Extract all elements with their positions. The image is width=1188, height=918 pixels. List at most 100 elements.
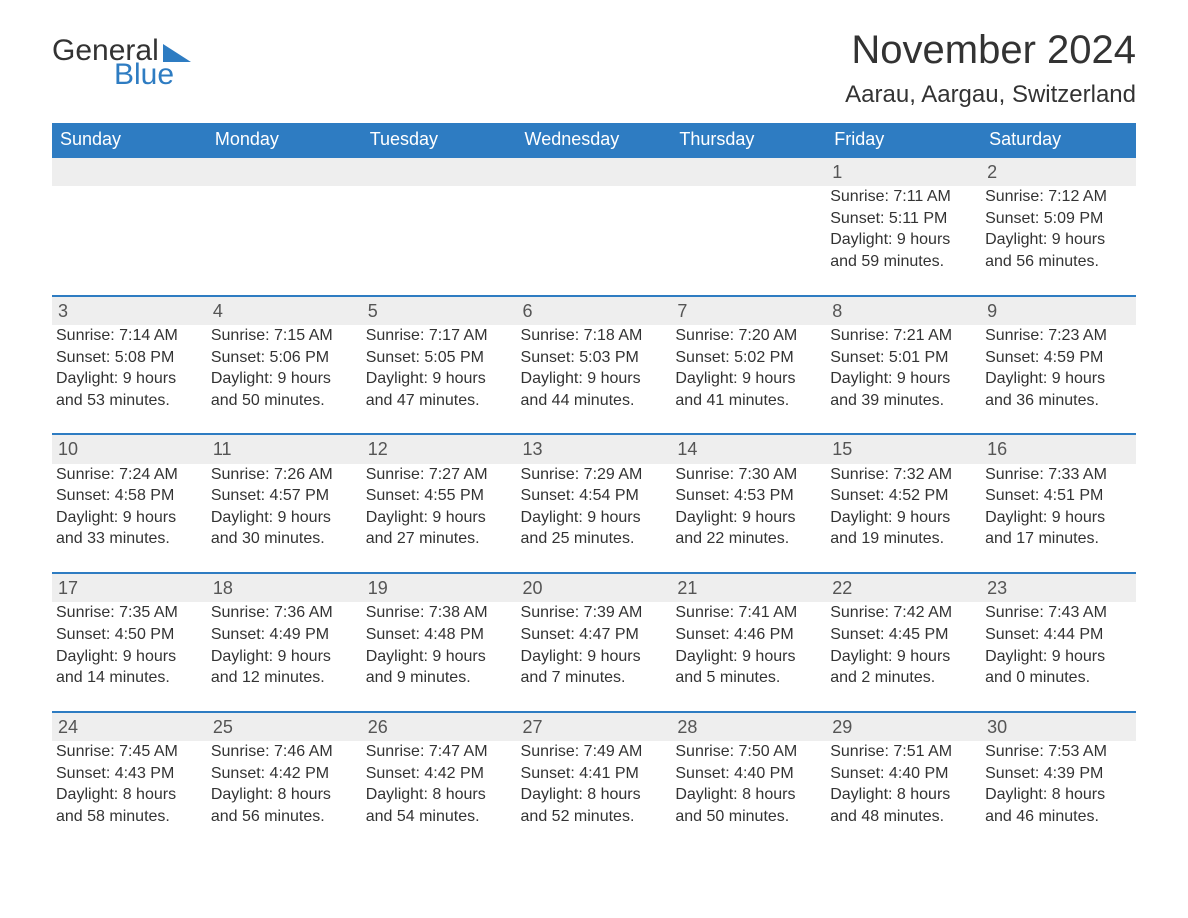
day-cell: Sunrise: 7:15 AMSunset: 5:06 PMDaylight:… — [207, 325, 362, 434]
day-cell: Sunrise: 7:46 AMSunset: 4:42 PMDaylight:… — [207, 741, 362, 849]
d2-text: and 27 minutes. — [366, 528, 509, 550]
day-number-cell: 2 — [981, 157, 1136, 186]
day-number-cell: 26 — [362, 712, 517, 741]
day-number-cell: 3 — [52, 296, 207, 325]
day-cell: Sunrise: 7:26 AMSunset: 4:57 PMDaylight:… — [207, 464, 362, 573]
day-number-cell: 18 — [207, 573, 362, 602]
sunset-text: Sunset: 4:48 PM — [366, 624, 509, 646]
d2-text: and 2 minutes. — [830, 667, 973, 689]
day-cell: Sunrise: 7:50 AMSunset: 4:40 PMDaylight:… — [671, 741, 826, 849]
d2-text: and 56 minutes. — [211, 806, 354, 828]
weekday-header: Thursday — [671, 123, 826, 157]
sunset-text: Sunset: 4:47 PM — [521, 624, 664, 646]
sunset-text: Sunset: 5:02 PM — [675, 347, 818, 369]
day-number-cell: 17 — [52, 573, 207, 602]
d2-text: and 0 minutes. — [985, 667, 1128, 689]
day-number-cell: 15 — [826, 434, 981, 463]
d2-text: and 17 minutes. — [985, 528, 1128, 550]
day-number-cell: 1 — [826, 157, 981, 186]
d2-text: and 22 minutes. — [675, 528, 818, 550]
day-number-cell: 12 — [362, 434, 517, 463]
sunset-text: Sunset: 5:09 PM — [985, 208, 1128, 230]
day-cell: Sunrise: 7:43 AMSunset: 4:44 PMDaylight:… — [981, 602, 1136, 711]
day-cell — [362, 186, 517, 295]
calendar-table: Sunday Monday Tuesday Wednesday Thursday… — [52, 123, 1136, 849]
day-number-cell: 28 — [671, 712, 826, 741]
d1-text: Daylight: 9 hours — [675, 646, 818, 668]
sunset-text: Sunset: 4:55 PM — [366, 485, 509, 507]
day-number-cell: 5 — [362, 296, 517, 325]
day-cell: Sunrise: 7:33 AMSunset: 4:51 PMDaylight:… — [981, 464, 1136, 573]
sunrise-text: Sunrise: 7:36 AM — [211, 602, 354, 624]
day-number-cell: 7 — [671, 296, 826, 325]
weekday-header: Monday — [207, 123, 362, 157]
day-cell: Sunrise: 7:42 AMSunset: 4:45 PMDaylight:… — [826, 602, 981, 711]
day-number-cell: 9 — [981, 296, 1136, 325]
d2-text: and 52 minutes. — [521, 806, 664, 828]
day-number-cell: 24 — [52, 712, 207, 741]
day-cell: Sunrise: 7:18 AMSunset: 5:03 PMDaylight:… — [517, 325, 672, 434]
day-number-cell: 25 — [207, 712, 362, 741]
day-cell: Sunrise: 7:39 AMSunset: 4:47 PMDaylight:… — [517, 602, 672, 711]
day-number-cell: 16 — [981, 434, 1136, 463]
d1-text: Daylight: 9 hours — [211, 646, 354, 668]
d1-text: Daylight: 9 hours — [56, 507, 199, 529]
week-row: Sunrise: 7:24 AMSunset: 4:58 PMDaylight:… — [52, 464, 1136, 573]
d1-text: Daylight: 9 hours — [830, 229, 973, 251]
d1-text: Daylight: 8 hours — [56, 784, 199, 806]
daynum-row: 10111213141516 — [52, 434, 1136, 463]
d1-text: Daylight: 9 hours — [985, 646, 1128, 668]
sunset-text: Sunset: 4:43 PM — [56, 763, 199, 785]
day-number-cell: 13 — [517, 434, 672, 463]
day-number-cell: 4 — [207, 296, 362, 325]
day-cell: Sunrise: 7:51 AMSunset: 4:40 PMDaylight:… — [826, 741, 981, 849]
day-cell: Sunrise: 7:36 AMSunset: 4:49 PMDaylight:… — [207, 602, 362, 711]
day-cell: Sunrise: 7:47 AMSunset: 4:42 PMDaylight:… — [362, 741, 517, 849]
brand-logo: General Blue — [52, 28, 191, 90]
d1-text: Daylight: 9 hours — [211, 368, 354, 390]
d1-text: Daylight: 9 hours — [675, 368, 818, 390]
sunset-text: Sunset: 4:39 PM — [985, 763, 1128, 785]
sunrise-text: Sunrise: 7:20 AM — [675, 325, 818, 347]
sunrise-text: Sunrise: 7:18 AM — [521, 325, 664, 347]
sunrise-text: Sunrise: 7:27 AM — [366, 464, 509, 486]
d2-text: and 25 minutes. — [521, 528, 664, 550]
sunset-text: Sunset: 4:54 PM — [521, 485, 664, 507]
sunset-text: Sunset: 4:40 PM — [830, 763, 973, 785]
d2-text: and 50 minutes. — [211, 390, 354, 412]
day-cell: Sunrise: 7:41 AMSunset: 4:46 PMDaylight:… — [671, 602, 826, 711]
day-number-cell — [671, 157, 826, 186]
d2-text: and 47 minutes. — [366, 390, 509, 412]
d1-text: Daylight: 8 hours — [366, 784, 509, 806]
day-cell: Sunrise: 7:14 AMSunset: 5:08 PMDaylight:… — [52, 325, 207, 434]
title-block: November 2024 Aarau, Aargau, Switzerland — [845, 28, 1136, 119]
sunrise-text: Sunrise: 7:30 AM — [675, 464, 818, 486]
day-cell: Sunrise: 7:38 AMSunset: 4:48 PMDaylight:… — [362, 602, 517, 711]
sunrise-text: Sunrise: 7:29 AM — [521, 464, 664, 486]
day-cell — [52, 186, 207, 295]
day-number-cell: 27 — [517, 712, 672, 741]
day-cell: Sunrise: 7:27 AMSunset: 4:55 PMDaylight:… — [362, 464, 517, 573]
weekday-header: Sunday — [52, 123, 207, 157]
day-cell: Sunrise: 7:23 AMSunset: 4:59 PMDaylight:… — [981, 325, 1136, 434]
weekday-header: Wednesday — [517, 123, 672, 157]
sunset-text: Sunset: 4:44 PM — [985, 624, 1128, 646]
day-cell: Sunrise: 7:12 AMSunset: 5:09 PMDaylight:… — [981, 186, 1136, 295]
sunset-text: Sunset: 5:01 PM — [830, 347, 973, 369]
sunrise-text: Sunrise: 7:50 AM — [675, 741, 818, 763]
sunset-text: Sunset: 5:03 PM — [521, 347, 664, 369]
sunrise-text: Sunrise: 7:11 AM — [830, 186, 973, 208]
day-cell: Sunrise: 7:32 AMSunset: 4:52 PMDaylight:… — [826, 464, 981, 573]
sunrise-text: Sunrise: 7:21 AM — [830, 325, 973, 347]
sunset-text: Sunset: 4:42 PM — [211, 763, 354, 785]
sunrise-text: Sunrise: 7:42 AM — [830, 602, 973, 624]
brand-text-2: Blue — [114, 60, 174, 90]
day-number-cell: 22 — [826, 573, 981, 602]
d2-text: and 39 minutes. — [830, 390, 973, 412]
week-row: Sunrise: 7:11 AMSunset: 5:11 PMDaylight:… — [52, 186, 1136, 295]
sunrise-text: Sunrise: 7:53 AM — [985, 741, 1128, 763]
day-cell: Sunrise: 7:29 AMSunset: 4:54 PMDaylight:… — [517, 464, 672, 573]
sunrise-text: Sunrise: 7:45 AM — [56, 741, 199, 763]
day-number-cell — [207, 157, 362, 186]
weekday-header-row: Sunday Monday Tuesday Wednesday Thursday… — [52, 123, 1136, 157]
